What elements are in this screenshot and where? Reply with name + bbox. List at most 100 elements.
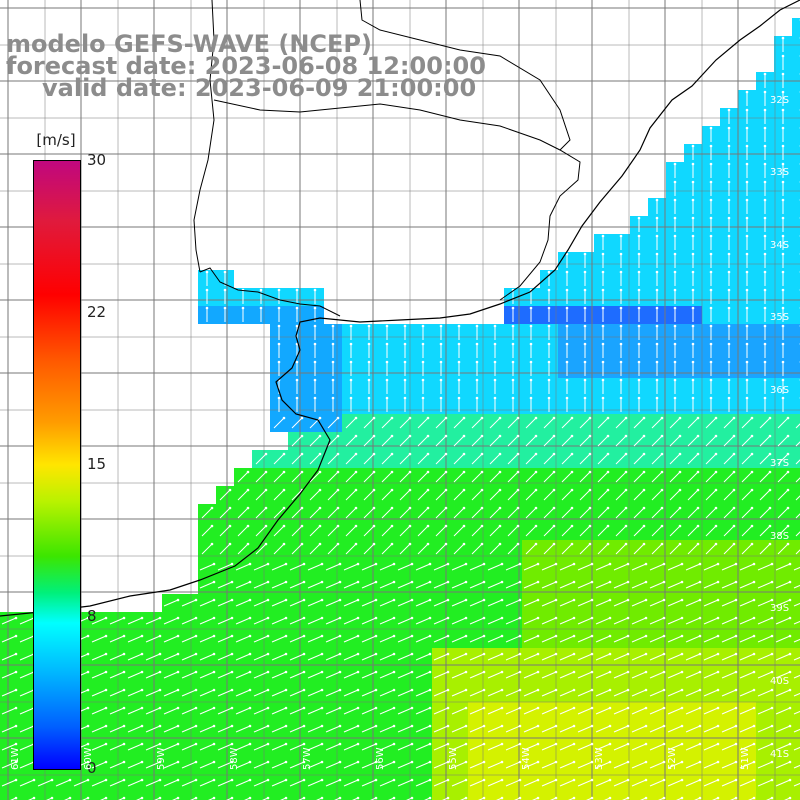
- wind-arrow: [273, 543, 285, 555]
- wind-arrow: [667, 563, 683, 571]
- wind-arrow: [757, 563, 773, 571]
- wind-arrow-head: [482, 616, 486, 620]
- wind-arrow-head: [788, 598, 792, 602]
- wind-arrow: [550, 797, 557, 800]
- wind-arrow: [597, 525, 609, 537]
- wind-arrow: [397, 779, 413, 787]
- wind-arrow-head: [655, 360, 659, 364]
- wind-arrow: [235, 761, 251, 769]
- wind-arrow-head: [428, 742, 432, 746]
- wind-arrow: [507, 525, 519, 537]
- wind-arrow-head: [230, 760, 234, 764]
- wind-arrow-head: [565, 270, 569, 274]
- wind-arrow: [559, 563, 575, 571]
- wind-arrow-head: [624, 434, 628, 438]
- wind-arrow: [543, 525, 555, 537]
- wind-arrow-head: [691, 198, 695, 202]
- wind-arrow-head: [714, 470, 718, 474]
- lon-label-54w: 54W: [521, 747, 532, 770]
- wind-arrow-head: [140, 634, 144, 638]
- wind-arrow-head: [392, 706, 396, 710]
- wind-arrow-head: [637, 396, 641, 400]
- wind-arrow: [415, 653, 431, 661]
- wind-arrow-head: [336, 416, 340, 420]
- lat-label-35s: 35S: [770, 312, 790, 323]
- wind-arrow-head: [104, 778, 108, 782]
- wind-arrow: [613, 671, 629, 679]
- wind-arrow: [793, 602, 800, 607]
- wind-arrow: [775, 635, 791, 643]
- wind-arrow: [399, 543, 411, 555]
- wind-arrow: [489, 435, 501, 447]
- wind-arrow: [289, 635, 305, 643]
- wind-arrow: [397, 707, 413, 715]
- wind-arrow-head: [536, 562, 540, 566]
- wind-arrow: [217, 581, 233, 589]
- wind-arrow: [388, 797, 395, 800]
- wind-arrow: [669, 417, 681, 429]
- wind-arrow-head: [428, 724, 432, 728]
- wind-arrow-head: [590, 598, 594, 602]
- wind-arrow-head: [588, 452, 592, 456]
- wind-arrow-head: [446, 598, 450, 602]
- wind-arrow-head: [709, 324, 713, 328]
- wind-arrow-head: [752, 706, 756, 710]
- wind-arrow: [271, 689, 287, 697]
- wind-arrow-head: [86, 670, 90, 674]
- wind-arrow-head: [655, 252, 659, 256]
- wind-arrow: [64, 797, 71, 800]
- wind-arrow: [577, 563, 593, 571]
- wind-arrow-head: [356, 616, 360, 620]
- wind-cell: [792, 684, 800, 702]
- wind-arrow: [181, 725, 197, 733]
- wind-arrow-head: [223, 306, 227, 310]
- wind-arrow-head: [354, 524, 358, 528]
- wind-arrow: [109, 761, 125, 769]
- wind-arrow-head: [698, 778, 702, 782]
- wind-arrow: [757, 635, 773, 643]
- wind-arrow-head: [727, 144, 731, 148]
- wind-arrow-head: [230, 652, 234, 656]
- wind-arrow: [325, 635, 341, 643]
- wind-arrow: [559, 779, 575, 787]
- wind-arrow-head: [698, 742, 702, 746]
- wind-arrow-head: [716, 634, 720, 638]
- wind-arrow-head: [228, 542, 232, 546]
- wind-arrow: [469, 761, 485, 769]
- wind-arrow-head: [500, 778, 504, 782]
- wind-arrow: [721, 779, 737, 787]
- wind-arrow-head: [336, 434, 340, 438]
- wind-arrow: [415, 725, 431, 733]
- wind-cell: [792, 774, 800, 792]
- wind-arrow: [739, 707, 755, 715]
- wind-arrow-head: [302, 778, 306, 782]
- wind-arrow-head: [446, 778, 450, 782]
- wind-arrow-head: [426, 542, 430, 546]
- wind-arrow-head: [500, 616, 504, 620]
- colorbar-tick-22: 22: [87, 303, 107, 321]
- wind-arrow: [669, 525, 681, 537]
- wind-arrow-head: [734, 562, 738, 566]
- wind-arrow-head: [570, 506, 574, 510]
- wind-arrow-head: [246, 488, 250, 492]
- wind-arrow-head: [716, 670, 720, 674]
- wind-arrow: [433, 671, 449, 679]
- wind-arrow-head: [464, 652, 468, 656]
- wind-arrow-head: [104, 796, 108, 800]
- wind-arrow-head: [446, 724, 450, 728]
- wind-arrow-head: [205, 306, 209, 310]
- wind-arrow-head: [619, 306, 623, 310]
- wind-arrow: [291, 507, 303, 519]
- wind-arrow: [91, 707, 107, 715]
- wind-arrow: [687, 453, 699, 465]
- wind-arrow: [469, 743, 485, 751]
- wind-arrow-head: [176, 778, 180, 782]
- wind-arrow: [595, 743, 611, 751]
- wind-cell: [792, 702, 800, 720]
- wind-arrow-head: [421, 378, 425, 382]
- wind-arrow: [561, 417, 573, 429]
- wind-arrow: [487, 707, 503, 715]
- wind-arrow: [127, 761, 143, 769]
- wind-arrow: [523, 671, 539, 679]
- wind-arrow-head: [302, 796, 306, 800]
